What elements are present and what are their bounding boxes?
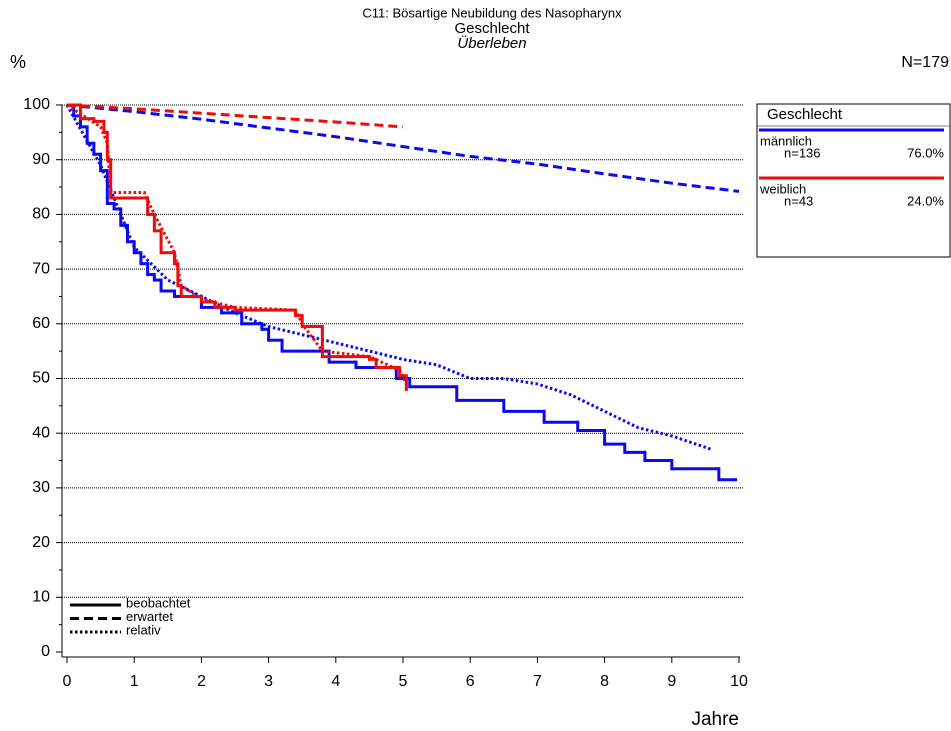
y-tick-label: 30 (32, 479, 50, 496)
x-tick-label: 8 (600, 673, 609, 690)
x-tick-label: 3 (264, 673, 273, 690)
total-n: N=179 (901, 54, 949, 71)
legend-label: weiblich (759, 181, 806, 196)
x-tick-label: 10 (730, 673, 748, 690)
y-tick-label: 80 (32, 206, 50, 223)
y-tick-label: 20 (32, 534, 50, 551)
x-tick-label: 5 (399, 673, 408, 690)
legend-share: 76.0% (907, 145, 944, 160)
relative-line (65, 104, 713, 452)
y-tick-label: 90 (32, 151, 50, 168)
x-tick-label: 1 (130, 673, 139, 690)
legend-share: 24.0% (907, 193, 944, 208)
y-tick-label: 70 (32, 260, 50, 277)
x-tick-label: 2 (197, 673, 206, 690)
x-tick-label: 0 (63, 673, 72, 690)
y-axis-label: % (10, 52, 26, 72)
y-tick-label: 10 (32, 589, 50, 606)
relative-line (66, 103, 408, 385)
legend-title: Geschlecht (767, 106, 843, 123)
expected-line (66, 103, 740, 193)
legend-n: n=136 (784, 145, 821, 160)
expected-line (66, 103, 404, 129)
chart-subtitle: Geschlecht (454, 20, 530, 37)
chart-caption: Überleben (457, 34, 526, 52)
y-tick-label: 100 (23, 96, 50, 113)
chart-title: C11: Bösartige Neubildung des Nasopharyn… (362, 5, 622, 20)
x-tick-label: 9 (667, 673, 676, 690)
style-label: relativ (126, 622, 161, 637)
y-tick-label: 50 (32, 370, 50, 387)
x-tick-label: 4 (331, 673, 340, 690)
style-label: beobachtet (126, 595, 191, 610)
y-tick-label: 40 (32, 424, 50, 441)
y-tick-label: 60 (32, 315, 50, 332)
x-axis-label: Jahre (691, 709, 739, 730)
x-tick-label: 6 (466, 673, 475, 690)
x-tick-label: 7 (533, 673, 542, 690)
y-tick-label: 0 (41, 643, 50, 660)
legend-n: n=43 (784, 193, 813, 208)
style-label: erwartet (126, 609, 173, 624)
legend-label: männlich (760, 133, 812, 148)
